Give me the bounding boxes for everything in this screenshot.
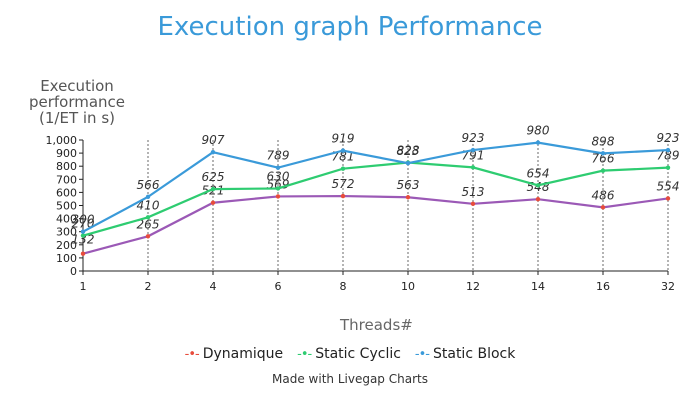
data-label-static-cyclic-4: 625 <box>202 170 225 184</box>
x-tick-label-14: 14 <box>531 280 545 293</box>
x-tick-label-8: 8 <box>340 280 347 293</box>
y-axis-label-line-2: performance <box>28 93 126 111</box>
series-line-dynamique <box>82 194 669 255</box>
y-tick-label-0: 0 <box>70 265 77 278</box>
point-static-cyclic-32 <box>665 165 671 170</box>
data-label-static-block-32: 923 <box>657 131 680 145</box>
point-static-cyclic-6 <box>275 186 281 191</box>
point-dynamique-14 <box>535 197 541 202</box>
data-label-static-block-12: 923 <box>462 131 485 145</box>
data-label-dynamique-1: 132 <box>72 233 95 247</box>
data-label-static-block-2: 566 <box>137 178 160 192</box>
point-static-cyclic-12 <box>470 165 476 170</box>
y-tick-label-200: 200 <box>56 239 77 252</box>
point-dynamique-2 <box>145 234 151 239</box>
point-static-cyclic-14 <box>535 183 541 188</box>
x-tick-label-32: 32 <box>661 280 675 293</box>
data-label-static-block-8: 919 <box>332 132 355 146</box>
point-static-cyclic-2 <box>145 215 151 220</box>
point-static-block-16 <box>600 151 606 156</box>
legend-swatch-dynamique: -•- <box>184 346 200 362</box>
legend-label-static-block: Static Block <box>432 346 516 362</box>
point-static-cyclic-8 <box>340 166 346 171</box>
x-tick-label-10: 10 <box>401 280 415 293</box>
legend-item-static-cyclic[interactable]: -•- Static Cyclic <box>297 346 401 362</box>
x-tick-label-12: 12 <box>466 280 480 293</box>
point-static-block-6 <box>275 165 281 170</box>
point-static-block-10 <box>405 160 411 166</box>
point-dynamique-16 <box>600 205 606 210</box>
data-label-static-block-10: 823 <box>397 144 420 158</box>
data-label-static-cyclic-2: 410 <box>137 198 160 212</box>
y-tick-label-800: 800 <box>56 160 77 173</box>
data-label-static-block-16: 898 <box>592 134 615 148</box>
point-static-block-4 <box>210 149 216 155</box>
data-label-dynamique-10: 563 <box>397 178 420 192</box>
data-label-static-block-1: 300 <box>72 213 95 227</box>
point-dynamique-4 <box>210 200 216 205</box>
point-static-block-1 <box>80 229 86 234</box>
y-tick-label-300: 300 <box>56 226 77 239</box>
x-tick-label-16: 16 <box>596 280 610 293</box>
x-tick-label-1: 1 <box>80 280 87 293</box>
y-tick-label-900: 900 <box>56 147 77 160</box>
point-dynamique-8 <box>340 193 346 199</box>
data-label-static-cyclic-10: 828 <box>397 144 420 158</box>
point-static-cyclic-1 <box>80 233 86 238</box>
y-axis-label-line-1: Execution <box>40 77 114 95</box>
series-line-static-cyclic <box>82 161 669 237</box>
y-tick-label-600: 600 <box>56 186 77 199</box>
point-static-cyclic-16 <box>600 168 606 173</box>
legend-swatch-static-cyclic: -•- <box>297 346 312 362</box>
y-tick-label-100: 100 <box>56 252 77 265</box>
legend: -•- Dynamique -•- Static Cyclic -•- Stat… <box>0 346 700 362</box>
point-static-block-14 <box>535 140 541 145</box>
point-dynamique-10 <box>405 195 411 200</box>
y-tick-label-400: 400 <box>56 213 77 226</box>
data-label-dynamique-16: 486 <box>592 188 615 202</box>
point-dynamique-32 <box>665 196 671 201</box>
point-static-cyclic-4 <box>210 186 216 192</box>
point-static-block-8 <box>340 148 346 153</box>
point-static-block-2 <box>145 194 151 200</box>
data-label-static-block-14: 980 <box>527 124 550 138</box>
credit-text: Made with Livegap Charts <box>272 372 428 386</box>
data-label-static-cyclic-32: 789 <box>657 149 680 163</box>
data-label-dynamique-2: 265 <box>137 217 160 231</box>
x-tick-label-4: 4 <box>210 280 217 293</box>
chart-title: Execution graph Performance <box>157 12 543 42</box>
data-label-static-cyclic-16: 766 <box>592 152 615 166</box>
data-label-static-block-4: 907 <box>202 133 225 147</box>
y-axis-label: Execution performance (1/ET in s) <box>22 78 132 126</box>
point-dynamique-12 <box>470 201 476 206</box>
point-dynamique-6 <box>275 194 281 199</box>
point-static-block-32 <box>665 147 671 153</box>
y-tick-label-700: 700 <box>56 173 77 186</box>
x-axis-label: Threads# <box>340 316 413 334</box>
y-axis-label-line-3: (1/ET in s) <box>39 109 115 127</box>
data-label-static-cyclic-6: 630 <box>267 169 290 183</box>
legend-swatch-static-block: -•- <box>414 346 430 362</box>
data-label-dynamique-12: 513 <box>462 185 485 199</box>
data-label-dynamique-32: 554 <box>657 179 680 193</box>
series-line-static-block <box>82 141 669 233</box>
legend-item-dynamique[interactable]: -•- Dynamique <box>185 346 283 362</box>
legend-label-static-cyclic: Static Cyclic <box>315 346 401 362</box>
x-tick-label-6: 6 <box>275 280 282 293</box>
y-tick-label-1000: 1,000 <box>46 134 78 147</box>
legend-item-static-block[interactable]: -•- Static Block <box>415 346 515 362</box>
data-label-static-block-6: 789 <box>267 149 290 163</box>
x-tick-label-2: 2 <box>145 280 152 293</box>
point-dynamique-1 <box>80 251 86 256</box>
legend-label-dynamique: Dynamique <box>202 346 284 362</box>
data-label-static-cyclic-1: 270 <box>72 217 95 231</box>
data-label-dynamique-8: 572 <box>332 177 355 191</box>
y-tick-label-500: 500 <box>56 200 77 213</box>
point-static-block-12 <box>470 147 476 153</box>
data-label-static-cyclic-14: 654 <box>527 166 550 180</box>
